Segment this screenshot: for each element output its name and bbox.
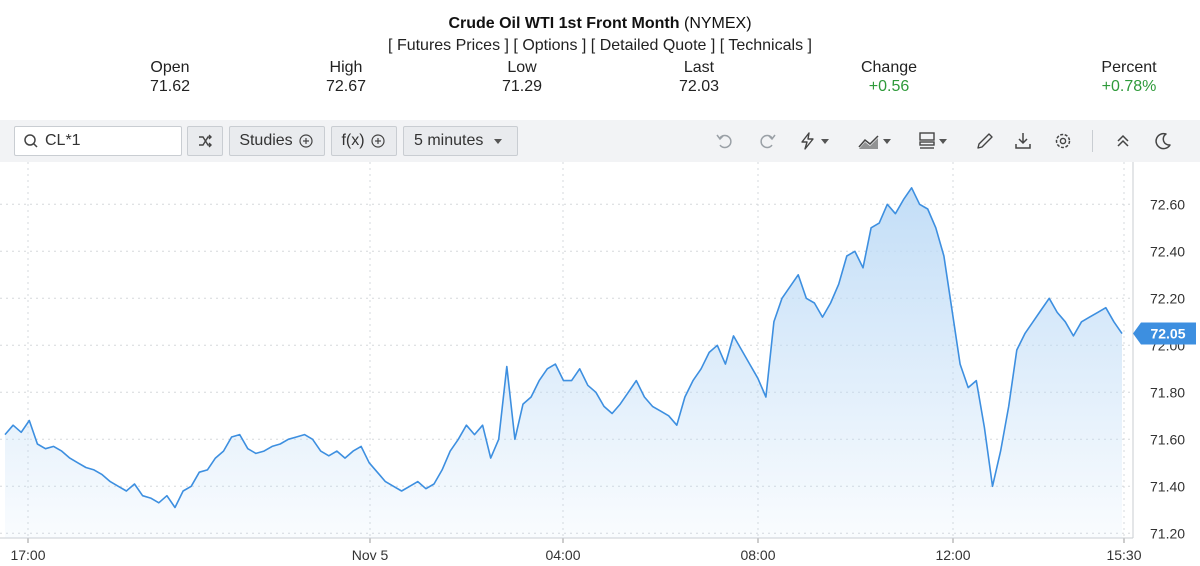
y-tick-label: 71.80 xyxy=(1150,384,1185,400)
y-tick-label: 72.40 xyxy=(1150,243,1185,259)
download-button[interactable] xyxy=(1010,128,1036,154)
link-options[interactable]: Options xyxy=(522,37,578,54)
interval-select[interactable]: 5 minutes xyxy=(403,126,518,156)
undo-button[interactable] xyxy=(712,128,738,154)
redo-button[interactable] xyxy=(754,128,780,154)
stat-label: Low xyxy=(507,59,537,76)
gear-icon xyxy=(1055,133,1071,149)
stat-percent: Percent +0.78% xyxy=(1064,58,1194,97)
settings-button[interactable] xyxy=(1050,128,1076,154)
pencil-icon xyxy=(977,133,993,149)
redo-icon xyxy=(760,134,776,149)
link-detailed-quote[interactable]: Detailed Quote xyxy=(599,37,707,54)
symbol-search[interactable]: CL*1 xyxy=(14,126,182,156)
plus-circle-icon xyxy=(370,134,385,148)
dark-mode-button[interactable] xyxy=(1150,128,1176,154)
chart-toolbar: CL*1 Studies f(x) 5 minutes xyxy=(0,120,1200,162)
y-tick-label: 72.20 xyxy=(1150,290,1185,306)
layout-icon xyxy=(919,132,935,149)
undo-icon xyxy=(716,134,732,149)
x-tick-label: Nov 5 xyxy=(352,547,389,563)
y-tick-label: 72.60 xyxy=(1150,196,1185,212)
instrument-name: Crude Oil WTI 1st Front Month xyxy=(448,15,680,32)
stat-value: 72.67 xyxy=(325,78,367,95)
stat-low: Low 71.29 xyxy=(457,58,587,97)
stat-high: High 72.67 xyxy=(281,58,411,97)
layout-menu[interactable] xyxy=(912,128,954,154)
stat-label: Percent xyxy=(1101,59,1157,76)
lightning-icon xyxy=(801,132,814,150)
price-chart-svg[interactable]: 72.6072.4072.2072.0071.8071.6071.4071.20… xyxy=(0,162,1200,566)
stat-value: 71.29 xyxy=(501,78,543,95)
x-tick-label: 04:00 xyxy=(545,547,580,563)
x-tick-label: 12:00 xyxy=(935,547,970,563)
caret-down-icon xyxy=(821,139,829,144)
collapse-icon xyxy=(1117,134,1129,147)
exchange-name: (NYMEX) xyxy=(683,15,752,32)
stat-value: +0.78% xyxy=(1101,78,1157,95)
last-price-label: 72.05 xyxy=(1150,326,1185,342)
symbol-input[interactable]: CL*1 xyxy=(45,132,81,149)
function-label: f(x) xyxy=(341,132,365,149)
function-button[interactable]: f(x) xyxy=(331,126,397,156)
search-icon xyxy=(24,134,38,148)
stat-last: Last 72.03 xyxy=(634,58,764,97)
stat-label: Open xyxy=(150,59,190,76)
stat-change: Change +0.56 xyxy=(824,58,954,97)
link-technicals[interactable]: Technicals xyxy=(728,37,804,54)
stat-value: 71.62 xyxy=(149,78,191,95)
chart-type-menu[interactable] xyxy=(854,128,896,154)
y-tick-label: 71.60 xyxy=(1150,431,1185,447)
compare-button[interactable] xyxy=(187,126,223,156)
studies-label: Studies xyxy=(239,132,293,149)
stat-value: +0.56 xyxy=(868,78,910,95)
stat-label: High xyxy=(329,59,363,76)
price-chart[interactable]: 72.60 72.40 72.20 72.00 71.80 71.60 71.40 71.20… xyxy=(0,162,1200,566)
page-title: Crude Oil WTI 1st Front Month (NYMEX) xyxy=(0,15,1200,33)
stat-label: Change xyxy=(860,59,918,76)
series-area xyxy=(5,187,1122,539)
series-line xyxy=(4,187,1123,509)
stat-open: Open 71.62 xyxy=(105,58,235,97)
link-futures-prices[interactable]: Futures Prices xyxy=(396,37,501,54)
quote-links: [ Futures Prices ] [ Options ] [ Detaile… xyxy=(388,37,812,54)
stat-value: 72.03 xyxy=(678,78,720,95)
caret-down-icon xyxy=(939,139,947,144)
y-tick-label: 71.40 xyxy=(1150,478,1185,494)
y-tick-label: 71.20 xyxy=(1150,525,1185,541)
collapse-button[interactable] xyxy=(1110,128,1136,154)
toolbar-divider xyxy=(1092,130,1093,152)
x-tick-label: 15:30 xyxy=(1106,547,1141,563)
interval-label: 5 minutes xyxy=(414,132,484,149)
plus-circle-icon xyxy=(299,134,313,148)
caret-down-icon xyxy=(883,139,891,144)
quote-header: Crude Oil WTI 1st Front Month (NYMEX) [ … xyxy=(0,0,1200,118)
events-menu[interactable] xyxy=(794,128,834,154)
moon-icon xyxy=(1155,132,1171,150)
draw-button[interactable] xyxy=(972,128,998,154)
chart-type-icon xyxy=(858,135,879,149)
stat-label: Last xyxy=(683,59,715,76)
studies-button[interactable]: Studies xyxy=(229,126,325,156)
caret-down-icon xyxy=(494,139,503,144)
x-tick-label: 08:00 xyxy=(740,547,775,563)
download-icon xyxy=(1015,133,1031,149)
compare-icon xyxy=(199,134,212,148)
last-price-tag xyxy=(1133,322,1196,345)
x-tick-label: 17:00 xyxy=(10,547,45,563)
